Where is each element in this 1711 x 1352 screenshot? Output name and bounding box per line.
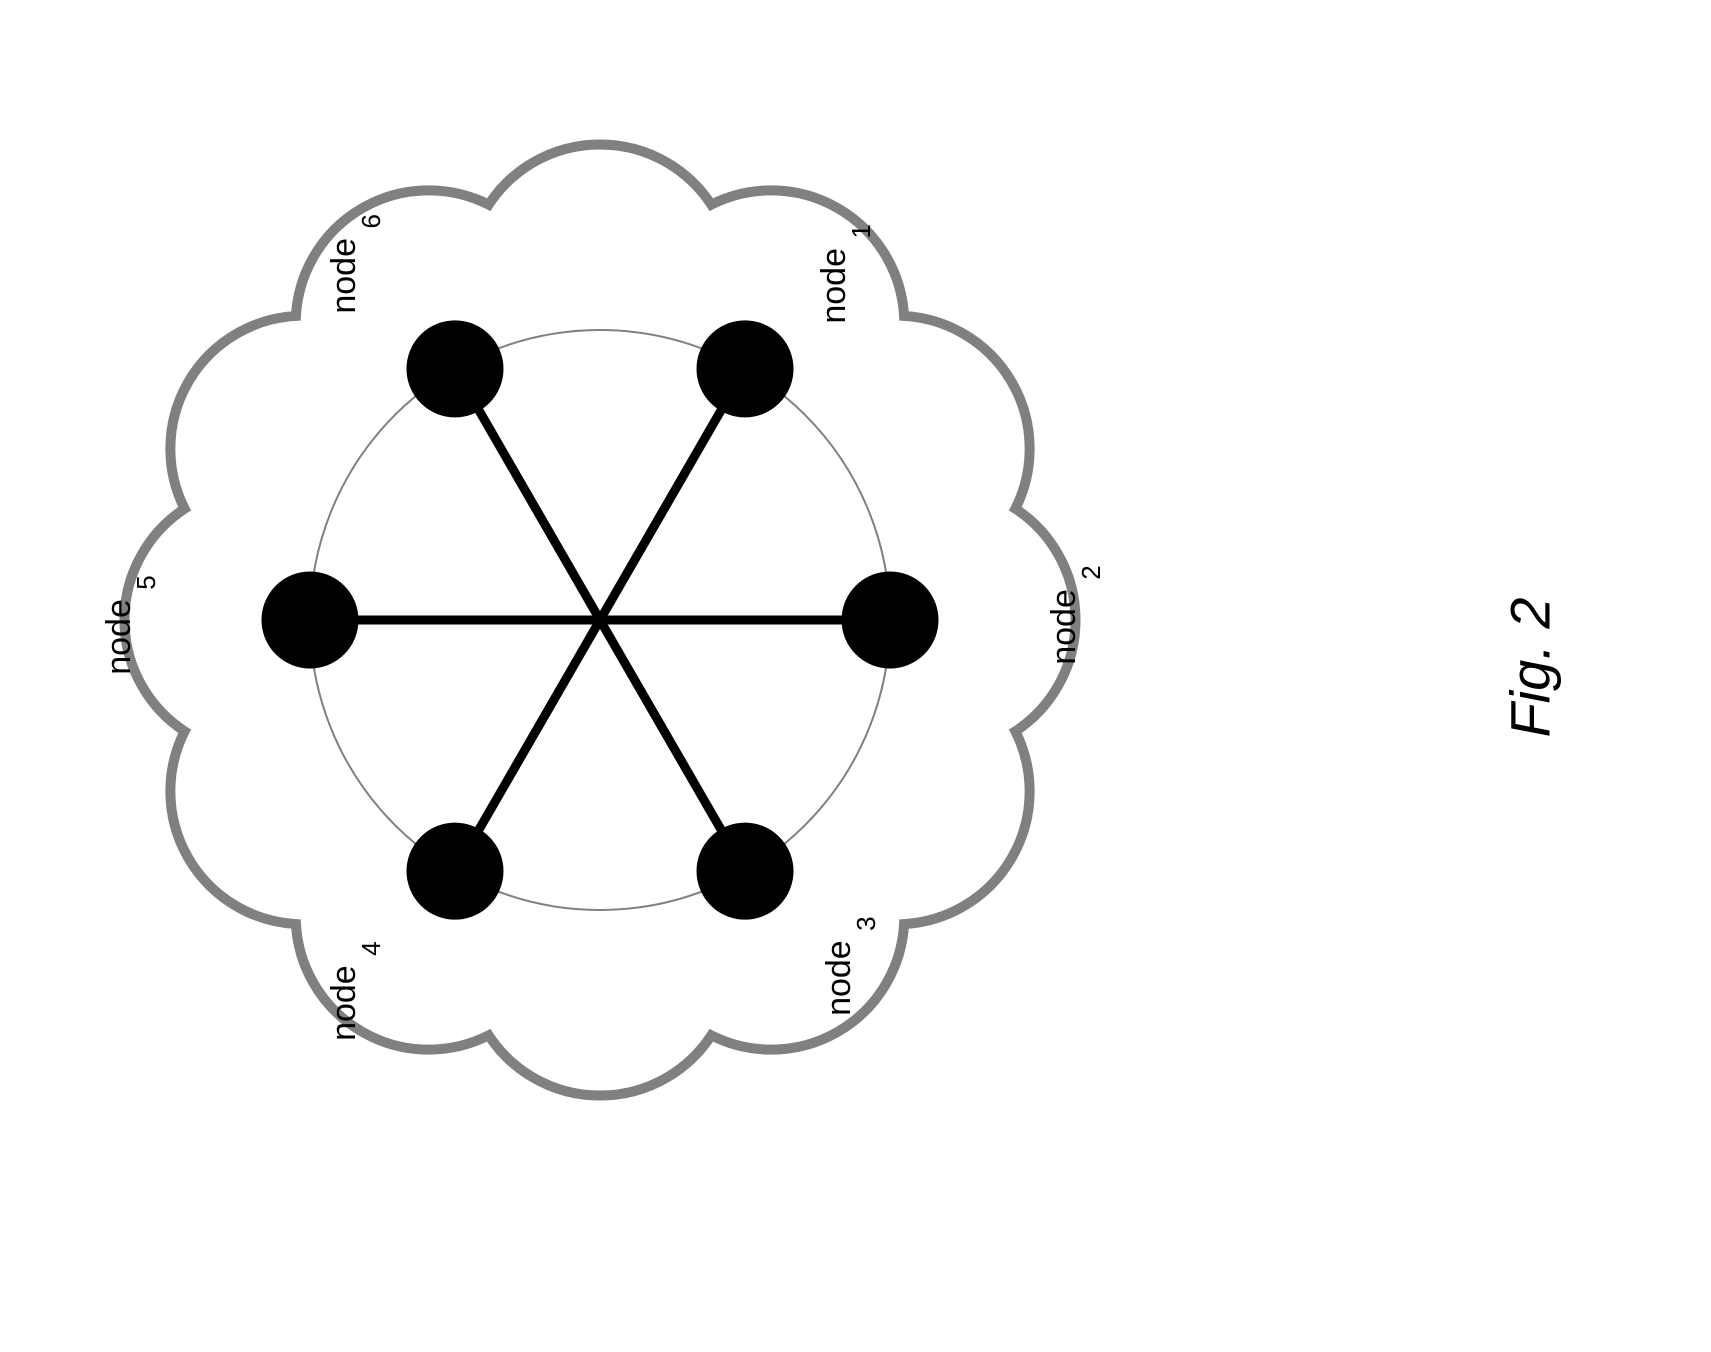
node-2 xyxy=(842,572,938,668)
diagram-svg: node 1node 2node 3node 4node 5node 6 xyxy=(0,0,1711,1347)
node-6 xyxy=(407,321,503,417)
node-label-2: node 2 xyxy=(1045,565,1106,665)
node-3 xyxy=(697,823,793,919)
node-4 xyxy=(407,823,503,919)
figure-caption: Fig. 2 xyxy=(1498,597,1563,737)
node-label-text: node 2 xyxy=(1045,565,1106,665)
node-5 xyxy=(262,572,358,668)
node-1 xyxy=(697,321,793,417)
diagram-canvas: node 1node 2node 3node 4node 5node 6 Fig… xyxy=(0,0,1711,1347)
